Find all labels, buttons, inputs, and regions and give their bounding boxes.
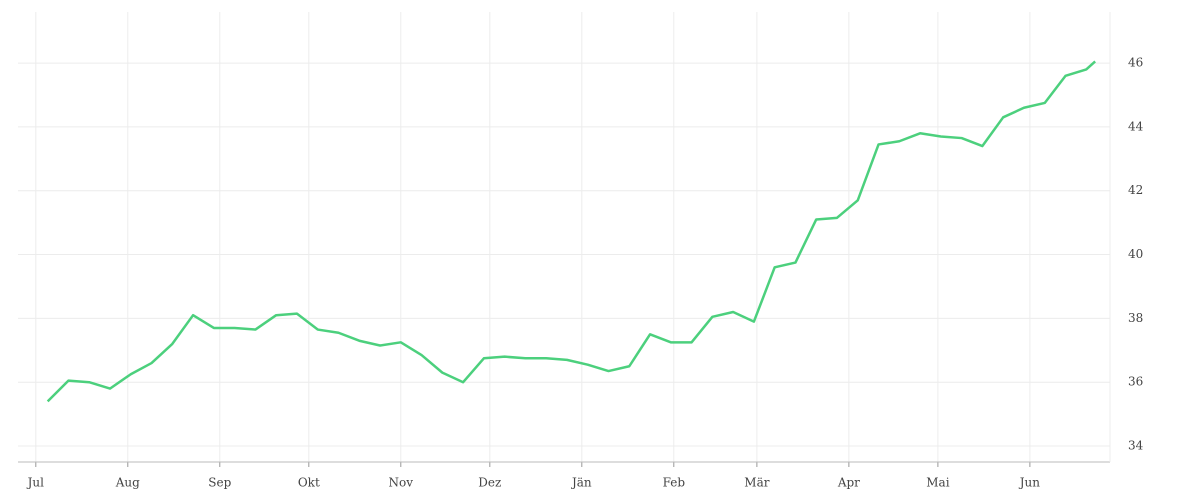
- line: [46, 60, 1096, 403]
- y-tick-label: 40: [1128, 247, 1143, 261]
- y-tick-label: 42: [1128, 183, 1143, 197]
- x-tick-label: Mai: [926, 476, 949, 490]
- y-tick-label: 44: [1128, 119, 1144, 133]
- y-tick-label: 38: [1128, 311, 1143, 325]
- x-tick-label: Feb: [663, 476, 686, 490]
- x-tick-label: Aug: [115, 476, 140, 490]
- x-tick-label: Nov: [389, 476, 414, 490]
- x-tick-label: Jun: [1018, 476, 1041, 490]
- x-tick-label: Dez: [478, 476, 501, 490]
- y-tick-label: 46: [1128, 56, 1143, 70]
- x-tick-label: Sep: [208, 476, 231, 490]
- x-tick-label: Okt: [298, 476, 320, 490]
- x-tick-label: Mär: [744, 476, 769, 490]
- y-tick-label: 36: [1128, 375, 1143, 389]
- x-tick-label: Jän: [570, 476, 592, 490]
- y-tick-label: 34: [1128, 439, 1144, 453]
- x-tick-label: Apr: [837, 476, 860, 490]
- x-tick-label: Jul: [26, 476, 45, 490]
